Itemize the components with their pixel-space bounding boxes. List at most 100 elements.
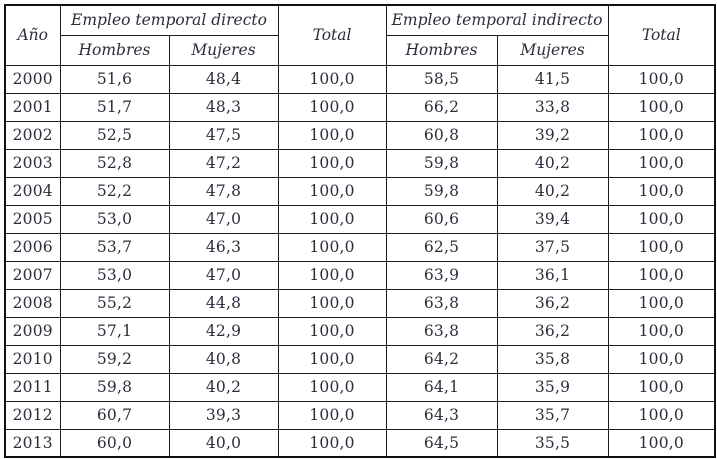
value-cell-direct_total: 100,0	[277, 232, 387, 262]
value-cell-direct_mujeres: 47,0	[168, 260, 279, 290]
year-cell: 2006	[4, 232, 61, 262]
value-cell-direct_total: 100,0	[277, 176, 387, 206]
year-cell: 2012	[4, 400, 61, 430]
value-cell-indirect_hombres: 59,8	[385, 176, 498, 206]
value-cell-direct_mujeres: 48,4	[168, 64, 279, 94]
value-cell-indirect_total: 100,0	[607, 372, 716, 402]
value-cell-indirect_mujeres: 41,5	[496, 64, 609, 94]
value-cell-direct_mujeres: 47,5	[168, 120, 279, 150]
value-cell-direct_mujeres: 44,8	[168, 288, 279, 318]
value-cell-indirect_mujeres: 40,2	[496, 148, 609, 178]
value-cell-direct_mujeres: 40,8	[168, 344, 279, 374]
value-cell-direct_total: 100,0	[277, 344, 387, 374]
value-cell-direct_total: 100,0	[277, 428, 387, 458]
table-row: 2003 52,8 47,2 100,0 59,8 40,2 100,0	[4, 148, 716, 178]
header-row-subcolumns: Hombres Mujeres Hombres Mujeres	[5, 34, 715, 66]
year-cell: 2000	[4, 64, 61, 94]
year-cell: 2013	[4, 428, 61, 458]
year-cell: 2002	[4, 120, 61, 150]
value-cell-indirect_total: 100,0	[607, 92, 716, 122]
value-cell-direct_hombres: 51,6	[59, 64, 170, 94]
value-cell-indirect_total: 100,0	[607, 232, 716, 262]
col-header-year: Año	[4, 4, 61, 66]
table-row: 2011 59,8 40,2 100,0 64,1 35,9 100,0	[4, 372, 716, 402]
value-cell-indirect_hombres: 58,5	[385, 64, 498, 94]
value-cell-direct_total: 100,0	[277, 64, 387, 94]
value-cell-direct_total: 100,0	[277, 120, 387, 150]
value-cell-direct_hombres: 51,7	[59, 92, 170, 122]
value-cell-indirect_mujeres: 35,8	[496, 344, 609, 374]
col-header-hombres-indirect: Hombres	[385, 34, 498, 66]
value-cell-direct_total: 100,0	[277, 204, 387, 234]
value-cell-direct_total: 100,0	[277, 400, 387, 430]
value-cell-indirect_mujeres: 37,5	[496, 232, 609, 262]
header-row-groups: Año Empleo temporal directo Total Empleo…	[4, 4, 716, 66]
col-header-total-indirect: Total	[607, 4, 716, 66]
value-cell-direct_mujeres: 42,9	[168, 316, 279, 346]
year-cell: 2009	[4, 316, 61, 346]
value-cell-indirect_mujeres: 33,8	[496, 92, 609, 122]
value-cell-indirect_total: 100,0	[607, 344, 716, 374]
value-cell-indirect_mujeres: 35,5	[496, 428, 609, 458]
value-cell-indirect_total: 100,0	[607, 64, 716, 94]
value-cell-direct_total: 100,0	[277, 288, 387, 318]
value-cell-direct_mujeres: 48,3	[168, 92, 279, 122]
table-row: 2010 59,2 40,8 100,0 64,2 35,8 100,0	[4, 344, 716, 374]
value-cell-direct_mujeres: 47,8	[168, 176, 279, 206]
value-cell-indirect_hombres: 63,8	[385, 288, 498, 318]
value-cell-direct_mujeres: 40,0	[168, 428, 279, 458]
value-cell-direct_hombres: 53,0	[59, 260, 170, 290]
temporary-employment-table: Año Empleo temporal directo Total Empleo…	[4, 4, 717, 458]
table-row: 2004 52,2 47,8 100,0 59,8 40,2 100,0	[4, 176, 716, 206]
value-cell-indirect_total: 100,0	[607, 176, 716, 206]
year-cell: 2005	[4, 204, 61, 234]
table-row: 2001 51,7 48,3 100,0 66,2 33,8 100,0	[4, 92, 716, 122]
year-cell: 2010	[4, 344, 61, 374]
value-cell-direct_hombres: 57,1	[59, 316, 170, 346]
value-cell-indirect_total: 100,0	[607, 428, 716, 458]
value-cell-indirect_mujeres: 35,7	[496, 400, 609, 430]
value-cell-indirect_total: 100,0	[607, 120, 716, 150]
value-cell-direct_hombres: 60,7	[59, 400, 170, 430]
value-cell-indirect_total: 100,0	[607, 316, 716, 346]
value-cell-indirect_hombres: 59,8	[385, 148, 498, 178]
table-row: 2013 60,0 40,0 100,0 64,5 35,5 100,0	[4, 428, 716, 458]
table-row: 2002 52,5 47,5 100,0 60,8 39,2 100,0	[4, 120, 716, 150]
value-cell-indirect_hombres: 63,9	[385, 260, 498, 290]
year-cell: 2007	[4, 260, 61, 290]
year-cell: 2004	[4, 176, 61, 206]
value-cell-direct_hombres: 53,0	[59, 204, 170, 234]
table-row: 2006 53,7 46,3 100,0 62,5 37,5 100,0	[4, 232, 716, 262]
year-cell: 2008	[4, 288, 61, 318]
table-row: 2005 53,0 47,0 100,0 60,6 39,4 100,0	[4, 204, 716, 234]
value-cell-indirect_total: 100,0	[607, 148, 716, 178]
table-body: 2000 51,6 48,4 100,0 58,5 41,5 100,0 2001 51,7 48…	[4, 64, 716, 458]
value-cell-indirect_mujeres: 40,2	[496, 176, 609, 206]
value-cell-indirect_hombres: 64,3	[385, 400, 498, 430]
value-cell-direct_hombres: 52,2	[59, 176, 170, 206]
value-cell-direct_hombres: 52,5	[59, 120, 170, 150]
value-cell-direct_hombres: 59,8	[59, 372, 170, 402]
value-cell-indirect_mujeres: 36,2	[496, 288, 609, 318]
value-cell-direct_hombres: 60,0	[59, 428, 170, 458]
table-header: Año Empleo temporal directo Total Empleo…	[4, 4, 716, 66]
value-cell-indirect_hombres: 62,5	[385, 232, 498, 262]
value-cell-direct_mujeres: 46,3	[168, 232, 279, 262]
col-header-total-direct: Total	[277, 4, 387, 66]
value-cell-direct_total: 100,0	[277, 148, 387, 178]
value-cell-direct_total: 100,0	[277, 260, 387, 290]
value-cell-indirect_mujeres: 36,1	[496, 260, 609, 290]
value-cell-indirect_hombres: 66,2	[385, 92, 498, 122]
value-cell-indirect_mujeres: 36,2	[496, 316, 609, 346]
value-cell-indirect_mujeres: 39,4	[496, 204, 609, 234]
value-cell-indirect_total: 100,0	[607, 400, 716, 430]
value-cell-indirect_total: 100,0	[607, 204, 716, 234]
col-group-indirect: Empleo temporal indirecto	[385, 4, 609, 36]
value-cell-indirect_mujeres: 39,2	[496, 120, 609, 150]
col-header-mujeres-indirect: Mujeres	[496, 34, 609, 66]
table-row: 2009 57,1 42,9 100,0 63,8 36,2 100,0	[4, 316, 716, 346]
value-cell-indirect_hombres: 60,6	[385, 204, 498, 234]
col-group-direct: Empleo temporal directo	[59, 4, 279, 36]
col-header-hombres-direct: Hombres	[59, 34, 170, 66]
